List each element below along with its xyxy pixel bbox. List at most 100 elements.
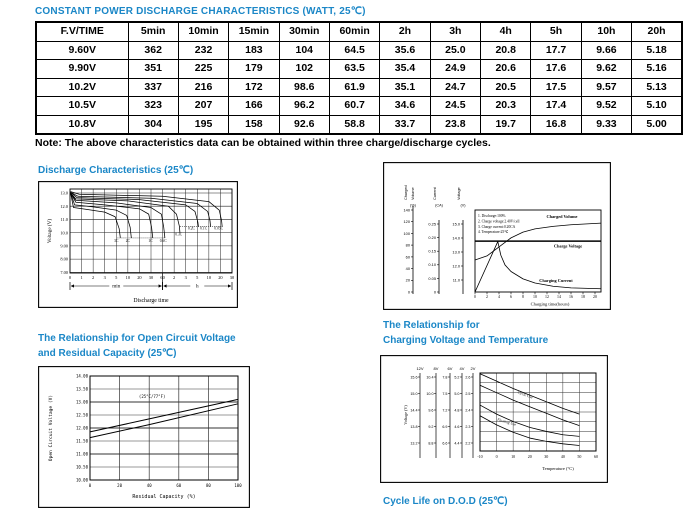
svg-text:2.6: 2.6 <box>465 375 470 379</box>
svg-text:min: min <box>112 284 120 290</box>
table-cell: 9.33 <box>580 114 633 135</box>
table-cell: 17.6 <box>530 59 582 79</box>
svg-text:30: 30 <box>544 454 548 459</box>
svg-text:9.2: 9.2 <box>428 425 433 429</box>
svg-text:0: 0 <box>434 289 437 294</box>
ocv-title-line1: The Relationship for Open Circuit Voltag… <box>38 333 236 344</box>
table-cell: 351 <box>127 59 179 79</box>
svg-text:12.00: 12.00 <box>76 426 89 431</box>
svg-text:40: 40 <box>406 266 411 271</box>
table-cell: 60.7 <box>328 96 381 116</box>
svg-text:0.15: 0.15 <box>428 249 436 254</box>
svg-text:Cycle Use: Cycle Use <box>517 390 533 399</box>
svg-text:Charging Current: Charging Current <box>539 278 573 283</box>
table-cell: 172 <box>228 77 280 97</box>
svg-text:11.0: 11.0 <box>453 277 461 282</box>
svg-text:10.00: 10.00 <box>76 478 89 483</box>
ocv-chart-title: The Relationship for Open Circuit Voltag… <box>38 331 236 361</box>
cycle-life-title: Cycle Life on D.O.D (25℃) <box>383 496 508 507</box>
svg-text:Floating Use: Floating Use <box>497 418 517 427</box>
table-cell: 35.6 <box>379 40 431 60</box>
svg-text:12.50: 12.50 <box>76 413 89 418</box>
table-cell: 10.5V <box>35 96 129 116</box>
svg-text:0.10: 0.10 <box>428 262 436 267</box>
table-cell: 158 <box>228 114 280 135</box>
svg-text:0.1C: 0.1C <box>200 226 207 230</box>
table-header-cell: 10h <box>580 21 633 42</box>
svg-text:50: 50 <box>577 454 581 459</box>
svg-text:5: 5 <box>196 275 199 280</box>
svg-text:0: 0 <box>496 454 498 459</box>
table-cell: 20.5 <box>480 77 532 97</box>
svg-text:Voltage: Voltage <box>457 187 461 200</box>
table-cell: 5.13 <box>631 77 683 97</box>
svg-text:0.05C: 0.05C <box>214 226 223 230</box>
table-cell: 9.90V <box>35 59 129 79</box>
svg-text:14.4: 14.4 <box>410 408 417 412</box>
table-cell: 9.66 <box>580 40 633 60</box>
table-cell: 17.5 <box>530 77 582 97</box>
svg-text:4.8: 4.8 <box>454 408 459 412</box>
svg-text:40: 40 <box>561 454 565 459</box>
svg-text:1: 1 <box>80 275 82 280</box>
table-cell: 16.8 <box>530 114 582 135</box>
table-cell: 225 <box>177 59 230 79</box>
svg-text:Temperature (°C): Temperature (°C) <box>542 466 574 471</box>
svg-text:0: 0 <box>89 483 92 488</box>
svg-text:Charged: Charged <box>404 185 408 200</box>
svg-text:0.2C: 0.2C <box>188 226 195 230</box>
svg-text:Open Circuit Voltage (V): Open Circuit Voltage (V) <box>48 395 54 461</box>
svg-text:3. Charge current:0.20CA: 3. Charge current:0.20CA <box>478 225 516 229</box>
svg-text:0.3C: 0.3C <box>175 232 182 236</box>
table-header-cell: 60min <box>328 21 381 42</box>
svg-text:5: 5 <box>115 275 118 280</box>
table-cell: 19.7 <box>480 114 532 135</box>
svg-text:20: 20 <box>528 454 532 459</box>
svg-text:30: 30 <box>230 275 235 280</box>
svg-text:Residual Capacity (%): Residual Capacity (%) <box>132 494 195 500</box>
svg-text:6: 6 <box>510 295 512 299</box>
svg-text:0.05: 0.05 <box>428 276 436 281</box>
svg-text:2.4: 2.4 <box>465 408 470 412</box>
table-row: 9.60V 362 232 183 104 64.5 35.6 25.0 20.8 17.7 9.6… <box>35 40 683 60</box>
table-cell: 64.5 <box>328 40 381 60</box>
table-cell: 63.5 <box>328 59 381 79</box>
svg-text:100: 100 <box>404 231 411 236</box>
cvt-chart: 12V 15.6 15.0 14.4 13.8 13.2 8V 10.4 10.0 9.6 9.2 8… <box>380 355 608 483</box>
svg-text:Voltage (V): Voltage (V) <box>403 405 408 425</box>
svg-text:8: 8 <box>522 295 524 299</box>
table-cell: 20.6 <box>480 59 532 79</box>
svg-text:(%): (%) <box>410 204 417 208</box>
constant-power-table: F.V/TIME 5min 10min 15min 30min 60min 2h 3h 4h 5h… <box>35 21 683 135</box>
table-cell: 362 <box>127 40 179 60</box>
ocv-chart: 14.00 13.50 13.00 12.50 12.00 11.50 11.00 10.50… <box>38 366 250 508</box>
charge-chart: 0 20 40 60 80 100 120 140 Charged Volume (%) 0 0.05 0… <box>383 162 611 310</box>
cvt-chart-title: The Relationship for Charging Voltage an… <box>383 318 548 348</box>
svg-text:3: 3 <box>185 275 188 280</box>
table-cell: 10.8V <box>35 114 129 135</box>
svg-text:2.3: 2.3 <box>465 425 470 429</box>
svg-text:2V: 2V <box>471 366 476 371</box>
svg-text:2. Charge voltage:2.40V/cell: 2. Charge voltage:2.40V/cell <box>478 219 519 223</box>
table-cell: 17.7 <box>530 40 582 60</box>
svg-text:10: 10 <box>126 275 131 280</box>
svg-text:Current: Current <box>433 186 437 200</box>
table-cell: 58.8 <box>328 114 381 135</box>
table-cell: 337 <box>127 77 179 97</box>
svg-text:20: 20 <box>593 295 597 299</box>
svg-text:7.5: 7.5 <box>442 392 447 396</box>
table-header-cell: 2h <box>379 21 431 42</box>
svg-text:13.2: 13.2 <box>410 441 417 445</box>
svg-text:40: 40 <box>147 483 152 488</box>
table-header-cell: 5min <box>127 21 179 42</box>
table-header-cell: 3h <box>429 21 482 42</box>
svg-text:2C: 2C <box>126 239 131 243</box>
table-cell: 232 <box>177 40 230 60</box>
svg-text:-10: -10 <box>477 454 482 459</box>
svg-text:11.50: 11.50 <box>76 439 89 444</box>
svg-text:1. Discharge:100%: 1. Discharge:100% <box>478 214 505 218</box>
svg-text:(CA): (CA) <box>435 204 444 208</box>
svg-text:Volume: Volume <box>411 187 415 200</box>
table-header-cell: 20h <box>631 21 683 42</box>
